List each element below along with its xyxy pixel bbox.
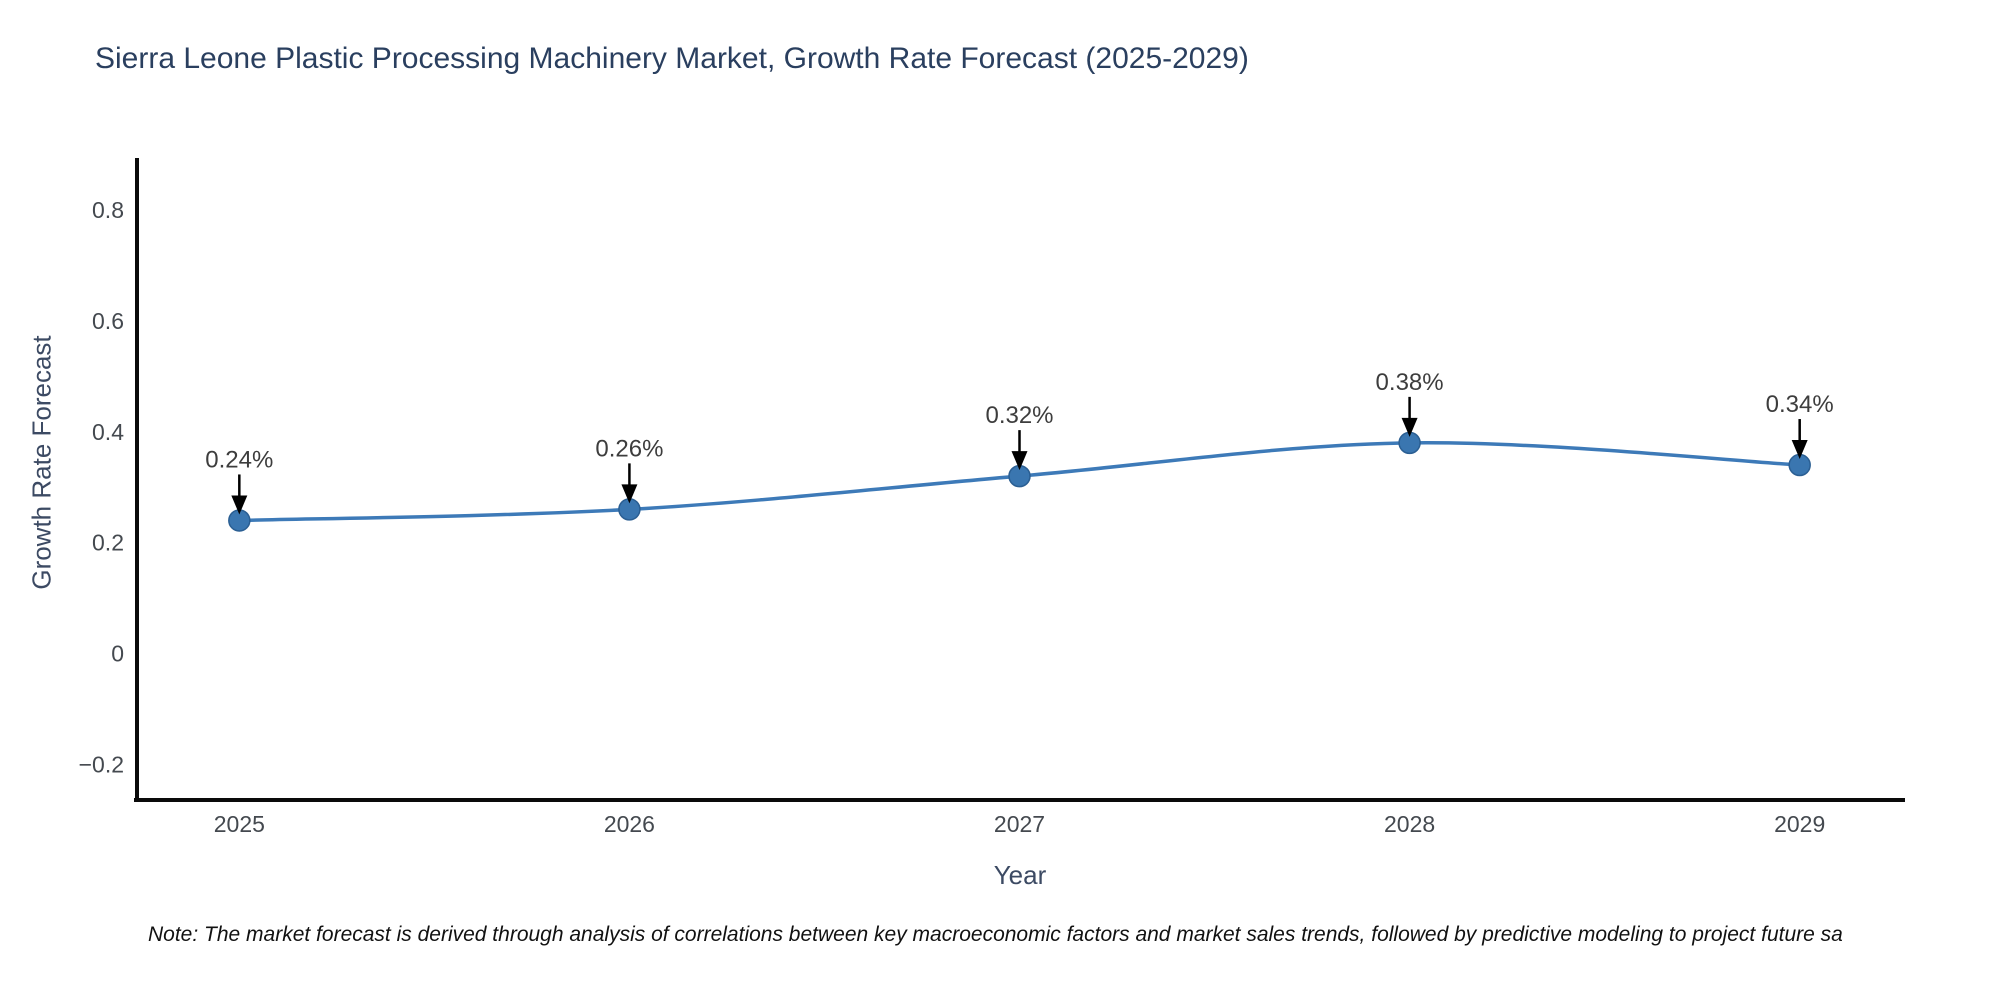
annotation-arrowhead: [1011, 451, 1028, 471]
y-tick-label: 0.4: [92, 419, 124, 445]
point-annotation-label: 0.34%: [1766, 391, 1834, 418]
x-tick-label: 2028: [1384, 811, 1435, 837]
x-tick-label: 2026: [604, 811, 655, 837]
annotation-arrowhead: [231, 495, 248, 515]
point-annotation-label: 0.38%: [1376, 369, 1444, 396]
x-tick-label: 2027: [994, 811, 1045, 837]
y-tick-label: 0.6: [92, 308, 124, 334]
point-annotation-label: 0.26%: [595, 435, 663, 462]
y-tick-label: 0.8: [92, 197, 124, 223]
chart-title: Sierra Leone Plastic Processing Machiner…: [95, 42, 1249, 75]
footnote: Note: The market forecast is derived thr…: [148, 923, 1843, 946]
x-tick-label: 2025: [214, 811, 265, 837]
annotation-arrowhead: [1791, 440, 1808, 460]
y-tick-label: 0: [111, 640, 124, 666]
annotation-arrowhead: [621, 484, 638, 504]
point-annotation-label: 0.24%: [205, 446, 273, 473]
y-tick-label: 0.2: [92, 530, 124, 556]
x-axis-title: Year: [993, 860, 1047, 890]
annotation-arrowhead: [1401, 417, 1418, 437]
y-tick-label: −0.2: [79, 751, 124, 777]
point-annotation-label: 0.32%: [985, 402, 1053, 429]
x-tick-label: 2029: [1774, 811, 1825, 837]
